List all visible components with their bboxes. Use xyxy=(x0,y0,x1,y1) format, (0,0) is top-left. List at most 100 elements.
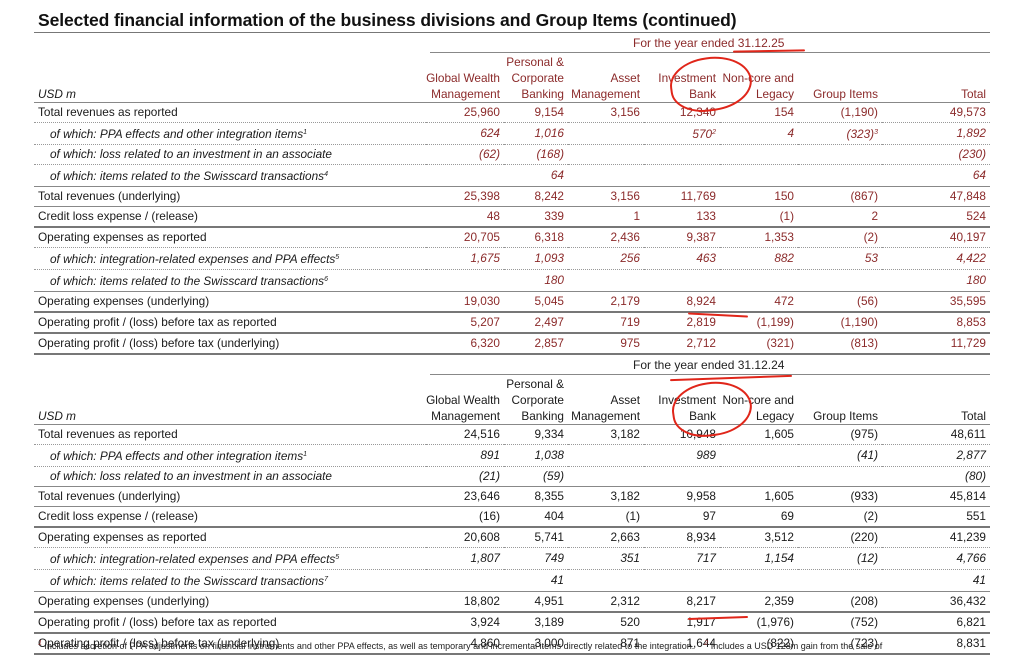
table-row: of which: items related to the Swisscard… xyxy=(34,269,990,292)
cell-value: 2,312 xyxy=(610,594,640,608)
row-label: Total revenues as reported xyxy=(34,102,426,123)
cell-value: 10,948 xyxy=(679,427,716,441)
cell-non-core-legacy: 150 xyxy=(720,186,798,207)
cell-total: 41 xyxy=(882,569,990,592)
cell-group-items: (41) xyxy=(798,444,882,467)
cell-value: 2,663 xyxy=(610,530,640,544)
footnote-ref: 2 xyxy=(712,129,716,136)
cell-global-wealth-management: 20,705 xyxy=(426,227,504,248)
table-row: Operating profit / (loss) before tax (un… xyxy=(34,333,990,355)
cell-value: 1,038 xyxy=(534,448,564,462)
cell-asset-management: 2,663 xyxy=(568,527,644,548)
row-label: of which: items related to the Swisscard… xyxy=(34,164,426,187)
column-header-total xyxy=(882,376,990,392)
cell-value: 570 xyxy=(692,127,713,141)
cell-value: 47,848 xyxy=(949,189,986,203)
period-divider-2025 xyxy=(430,52,990,53)
cell-group-items: (813) xyxy=(798,333,882,355)
column-header-non-core-legacy: Non-core and xyxy=(722,71,794,85)
cell-global-wealth-management: 24,516 xyxy=(426,424,504,445)
cell-asset-management: 975 xyxy=(568,333,644,355)
cell-global-wealth-management xyxy=(426,269,504,292)
footnote-ref: 3 xyxy=(874,129,878,136)
cell-global-wealth-management xyxy=(426,164,504,187)
cell-investment-bank: 5702 xyxy=(644,122,720,145)
row-label-text: Credit loss expense / (release) xyxy=(38,209,198,223)
table-row: Operating profit / (loss) before tax as … xyxy=(34,312,990,334)
cell-value: 463 xyxy=(696,251,716,265)
cell-non-core-legacy: 3,512 xyxy=(720,527,798,548)
cell-value: 3,000 xyxy=(534,636,564,650)
cell-value: 64 xyxy=(972,168,986,182)
table-row: of which: items related to the Swisscard… xyxy=(34,569,990,592)
cell-total: 524 xyxy=(882,206,990,228)
cell-value: 9,154 xyxy=(534,105,564,119)
row-label: of which: loss related to an investment … xyxy=(34,466,426,487)
cell-value: 133 xyxy=(696,209,716,223)
cell-global-wealth-management: (62) xyxy=(426,144,504,165)
cell-value: 5,741 xyxy=(534,530,564,544)
cell-value: 45,814 xyxy=(949,489,986,503)
row-label-text: of which: items related to the Swisscard… xyxy=(50,169,325,183)
cell-value: 49,573 xyxy=(949,105,986,119)
cell-value: 8,924 xyxy=(686,294,716,308)
table-row: Credit loss expense / (release) 48 339 1 133… xyxy=(34,206,990,228)
cell-value: 4,766 xyxy=(956,551,986,565)
cell-value: (323) xyxy=(846,127,875,141)
column-header-group-items: Group Items xyxy=(798,86,882,103)
cell-value: (2) xyxy=(863,509,878,523)
cell-value: 48 xyxy=(486,209,500,223)
cell-value: (1) xyxy=(779,209,794,223)
row-label-text: of which: PPA effects and other integrat… xyxy=(50,127,304,141)
column-header-group-items xyxy=(798,70,882,86)
cell-global-wealth-management: (16) xyxy=(426,506,504,528)
cell-investment-bank: 9,387 xyxy=(644,227,720,248)
row-label-text: Operating profit / (loss) before tax (un… xyxy=(38,636,280,650)
cell-value: 19,030 xyxy=(463,294,500,308)
cell-value: 41 xyxy=(972,573,986,587)
cell-total: 6,821 xyxy=(882,612,990,634)
cell-total: 2,877 xyxy=(882,444,990,467)
cell-non-core-legacy xyxy=(720,444,798,467)
footnote-ref: 6 xyxy=(324,276,328,283)
cell-group-items xyxy=(798,569,882,592)
cell-value: 4 xyxy=(787,126,794,140)
cell-value: 6,318 xyxy=(534,230,564,244)
cell-non-core-legacy xyxy=(720,269,798,292)
cell-value: 719 xyxy=(620,315,640,329)
row-label-text: of which: PPA effects and other integrat… xyxy=(50,449,304,463)
row-label: of which: integration-related expenses a… xyxy=(34,247,426,270)
cell-investment-bank xyxy=(644,164,720,187)
table-row: Total revenues as reported 24,516 9,334 3,1… xyxy=(34,424,990,445)
table-row: of which: loss related to an investment … xyxy=(34,144,990,165)
cell-value: 1,605 xyxy=(764,427,794,441)
table-row: of which: integration-related expenses a… xyxy=(34,247,990,270)
cell-total: 4,766 xyxy=(882,547,990,570)
period-label-2025: For the year ended 31.12.25 xyxy=(633,36,785,50)
cell-global-wealth-management: 25,398 xyxy=(426,186,504,207)
cell-value: 2,359 xyxy=(764,594,794,608)
cell-non-core-legacy: 69 xyxy=(720,506,798,528)
cell-personal-corporate-banking: 2,497 xyxy=(504,312,568,334)
row-label: of which: loss related to an investment … xyxy=(34,144,426,165)
cell-group-items xyxy=(798,164,882,187)
title-divider xyxy=(34,32,990,33)
table-row: Operating expenses as reported 20,705 6,31… xyxy=(34,227,990,248)
cell-asset-management xyxy=(568,569,644,592)
row-label: Operating expenses (underlying) xyxy=(34,591,426,613)
cell-value: 624 xyxy=(480,126,500,140)
cell-personal-corporate-banking: 9,154 xyxy=(504,102,568,123)
header-spacer xyxy=(34,392,426,408)
row-label-text: Operating expenses as reported xyxy=(38,230,207,244)
cell-total: 551 xyxy=(882,506,990,528)
cell-value: 9,958 xyxy=(686,489,716,503)
cell-value: 8,934 xyxy=(686,530,716,544)
cell-value: 180 xyxy=(544,273,564,287)
cell-value: 8,831 xyxy=(956,636,986,650)
cell-global-wealth-management: 1,807 xyxy=(426,547,504,570)
column-header-non-core-legacy: Legacy xyxy=(720,408,798,425)
header-spacer xyxy=(34,70,426,86)
cell-value: 23,646 xyxy=(463,489,500,503)
cell-value: 40,197 xyxy=(949,230,986,244)
cell-value: 154 xyxy=(774,105,794,119)
